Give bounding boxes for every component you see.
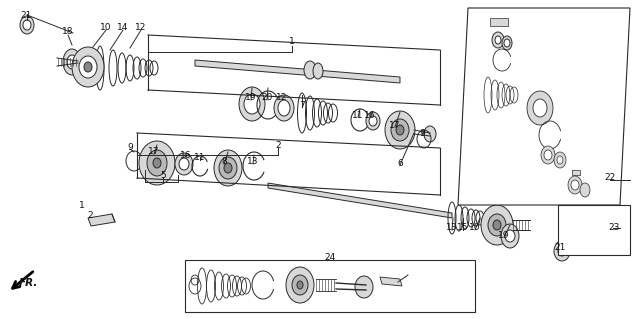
Text: 21: 21 (20, 11, 32, 20)
Ellipse shape (278, 100, 290, 116)
Ellipse shape (366, 112, 380, 130)
Text: 18: 18 (62, 27, 74, 36)
Text: 24: 24 (324, 254, 335, 263)
Text: 8: 8 (221, 158, 227, 167)
Text: 22: 22 (604, 174, 616, 182)
Polygon shape (268, 183, 452, 218)
Text: 11: 11 (352, 110, 364, 120)
Polygon shape (458, 8, 630, 205)
Ellipse shape (558, 246, 566, 256)
Ellipse shape (244, 94, 260, 114)
Ellipse shape (179, 158, 189, 170)
Ellipse shape (63, 49, 81, 75)
Text: 9: 9 (419, 129, 425, 137)
Text: 11: 11 (195, 153, 205, 162)
Text: 19: 19 (245, 93, 257, 102)
Text: 2: 2 (275, 140, 281, 150)
Ellipse shape (153, 158, 161, 168)
Ellipse shape (492, 32, 504, 48)
Ellipse shape (502, 36, 512, 50)
Ellipse shape (568, 176, 582, 194)
Ellipse shape (175, 153, 193, 175)
Ellipse shape (571, 180, 579, 190)
Ellipse shape (72, 47, 104, 87)
Text: FR.: FR. (19, 278, 38, 288)
Ellipse shape (23, 20, 31, 30)
Ellipse shape (67, 55, 77, 69)
Ellipse shape (355, 276, 373, 298)
Text: 6: 6 (397, 159, 403, 167)
Ellipse shape (504, 39, 510, 47)
Ellipse shape (501, 224, 519, 248)
Text: 10: 10 (469, 224, 481, 233)
Ellipse shape (580, 183, 590, 197)
Ellipse shape (297, 281, 303, 289)
Polygon shape (88, 214, 115, 226)
Text: 9: 9 (127, 144, 133, 152)
Ellipse shape (488, 214, 506, 236)
Bar (185, 260, 475, 312)
Ellipse shape (313, 63, 323, 79)
Ellipse shape (541, 146, 555, 164)
Text: 23: 23 (608, 224, 620, 233)
Text: 15: 15 (457, 224, 468, 233)
Text: 14: 14 (117, 24, 129, 33)
Text: 5: 5 (160, 170, 166, 180)
Ellipse shape (219, 157, 237, 179)
Text: 17: 17 (389, 121, 401, 130)
Text: 20: 20 (261, 93, 273, 102)
Text: 19: 19 (499, 231, 509, 240)
Bar (558, 205, 630, 255)
Text: 13: 13 (247, 158, 259, 167)
Ellipse shape (554, 152, 566, 168)
Text: 2: 2 (87, 211, 93, 220)
Text: 17: 17 (148, 147, 160, 157)
Ellipse shape (147, 150, 167, 176)
Ellipse shape (481, 205, 513, 245)
Text: 21: 21 (554, 243, 566, 253)
Bar (490, 18, 508, 26)
Ellipse shape (139, 141, 175, 185)
Ellipse shape (424, 126, 436, 142)
Ellipse shape (369, 116, 377, 126)
Ellipse shape (396, 125, 404, 135)
Ellipse shape (274, 95, 294, 121)
Ellipse shape (557, 156, 563, 164)
Bar (572, 170, 580, 175)
Ellipse shape (286, 267, 314, 303)
Text: 16: 16 (180, 151, 192, 160)
Text: 10: 10 (100, 24, 112, 33)
Ellipse shape (505, 230, 515, 242)
Ellipse shape (385, 111, 415, 149)
Text: 13: 13 (446, 224, 458, 233)
Text: 1: 1 (79, 201, 85, 210)
Ellipse shape (214, 150, 242, 186)
Ellipse shape (20, 16, 34, 34)
Text: 12: 12 (276, 93, 288, 102)
Polygon shape (195, 60, 400, 83)
Ellipse shape (304, 61, 316, 79)
Ellipse shape (391, 119, 409, 141)
Ellipse shape (533, 99, 547, 117)
Ellipse shape (493, 220, 501, 230)
Ellipse shape (292, 275, 308, 295)
Text: 16: 16 (364, 110, 376, 120)
Ellipse shape (527, 91, 553, 125)
Ellipse shape (79, 56, 97, 78)
Text: 1: 1 (289, 38, 295, 47)
Text: 7: 7 (299, 100, 305, 109)
Polygon shape (380, 277, 402, 286)
Ellipse shape (554, 241, 570, 261)
Text: 12: 12 (135, 24, 147, 33)
Ellipse shape (224, 163, 232, 173)
Ellipse shape (239, 87, 265, 121)
Ellipse shape (544, 150, 552, 160)
Ellipse shape (495, 36, 501, 44)
Ellipse shape (84, 62, 92, 72)
